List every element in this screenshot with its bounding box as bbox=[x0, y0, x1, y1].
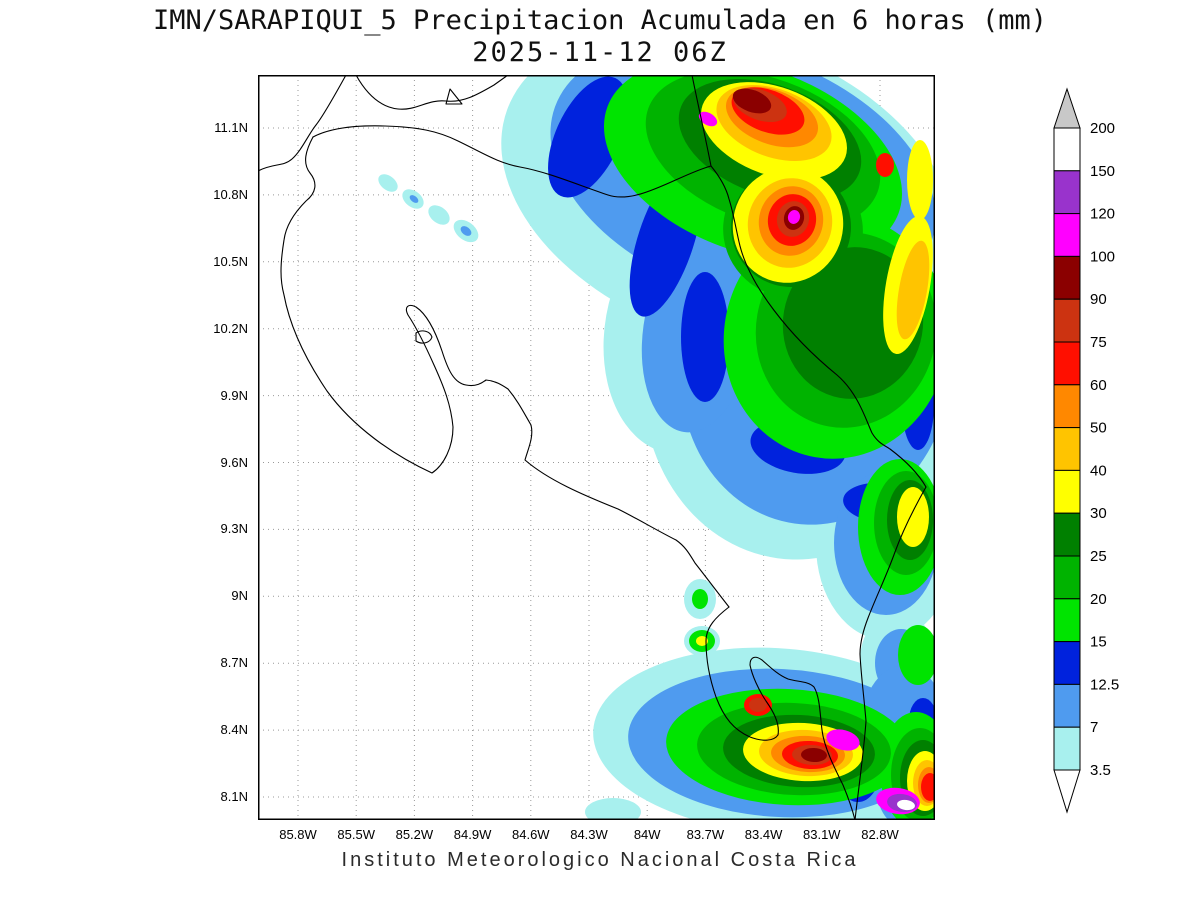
coastline bbox=[280, 136, 730, 608]
lat-tick-label: 8.4N bbox=[220, 722, 248, 738]
lat-tick-label: 9.3N bbox=[220, 521, 248, 537]
precip-region bbox=[460, 226, 472, 236]
colorbar-segment bbox=[1053, 555, 1081, 600]
colorbar-tick-label: 150 bbox=[1090, 163, 1115, 180]
coastline bbox=[705, 606, 856, 820]
precip-region bbox=[692, 589, 708, 609]
precip-region bbox=[897, 487, 929, 547]
colorbar-tick-label: 75 bbox=[1090, 334, 1107, 351]
colorbar-segment bbox=[1053, 298, 1081, 343]
lat-tick-label: 10.5N bbox=[213, 253, 248, 269]
precip-region bbox=[787, 210, 801, 224]
colorbar-segment bbox=[1053, 255, 1081, 300]
colorbar-segment bbox=[1053, 427, 1081, 471]
precip-region bbox=[681, 272, 729, 402]
precip-region bbox=[921, 773, 935, 801]
colorbar-arrow-up-icon bbox=[1053, 87, 1081, 129]
colorbar-segment bbox=[1053, 598, 1081, 643]
coastline bbox=[445, 88, 463, 105]
colorbar-segment bbox=[1053, 127, 1081, 172]
coastline bbox=[312, 125, 712, 198]
colorbar-tick-label: 12.5 bbox=[1090, 676, 1119, 693]
lat-tick-label: 8.1N bbox=[220, 789, 248, 804]
colorbar-segment bbox=[1053, 683, 1081, 728]
lat-tick-label: 8.7N bbox=[220, 655, 248, 671]
precip-region bbox=[378, 174, 398, 192]
colorbar-tick-label: 120 bbox=[1090, 206, 1115, 223]
coastline bbox=[691, 75, 712, 167]
colorbar-tick-label: 15 bbox=[1090, 634, 1107, 651]
lon-tick-label: 85.2W bbox=[395, 827, 434, 842]
colorbar: 200 150 120 100 90 75 60 50 40 30 25 20 15 12.5 7 3.5 bbox=[1053, 87, 1119, 814]
precip-region bbox=[897, 799, 915, 811]
lon-tick-label: 83.1W bbox=[803, 827, 841, 842]
precip-region bbox=[896, 240, 930, 340]
lon-tick-label: 82.8W bbox=[861, 827, 899, 842]
colorbar-segment bbox=[1053, 726, 1081, 771]
coastline bbox=[258, 75, 347, 172]
precip-region bbox=[749, 698, 767, 712]
colorbar-tick-label: 3.5 bbox=[1090, 762, 1111, 779]
valid-time: 2025-11-12 06Z bbox=[472, 37, 728, 68]
chart-title: IMN/SARAPIQUI_5 Precipitacion Acumulada … bbox=[152, 5, 1048, 36]
colorbar-tick-label: 50 bbox=[1090, 420, 1107, 437]
precip-region bbox=[801, 747, 827, 763]
colorbar-tick-label: 7 bbox=[1090, 719, 1098, 736]
coastline bbox=[710, 165, 927, 488]
precip-region bbox=[428, 205, 450, 225]
lat-tick-label: 9N bbox=[231, 588, 248, 604]
colorbar-arrow-down-icon bbox=[1053, 769, 1081, 814]
lon-tick-label: 85.5W bbox=[337, 827, 375, 842]
colorbar-tick-label: 60 bbox=[1090, 377, 1107, 394]
coastline bbox=[355, 75, 509, 110]
colorbar-segment bbox=[1053, 341, 1081, 386]
lat-tick-label: 9.9N bbox=[220, 387, 248, 403]
precipitation-map bbox=[258, 75, 935, 820]
lat-tick-label: 9.6N bbox=[220, 454, 248, 470]
precip-region bbox=[907, 140, 933, 220]
coastline bbox=[854, 486, 927, 820]
colorbar-tick-label: 25 bbox=[1090, 548, 1107, 565]
lat-tick-label: 11.1N bbox=[214, 120, 248, 135]
precip-region bbox=[585, 798, 641, 820]
lon-tick-label: 83.4W bbox=[744, 827, 783, 842]
precip-region bbox=[696, 636, 708, 646]
colorbar-segment bbox=[1053, 512, 1081, 557]
map-frame bbox=[258, 75, 935, 820]
lon-tick-label: 83.7W bbox=[686, 827, 725, 842]
precip-region bbox=[409, 195, 419, 203]
colorbar-segment bbox=[1053, 170, 1081, 215]
lon-tick-label: 84.9W bbox=[453, 827, 492, 842]
colorbar-tick-label: 100 bbox=[1090, 248, 1115, 265]
precip-region bbox=[698, 111, 718, 127]
colorbar-tick-label: 20 bbox=[1090, 591, 1107, 608]
precip-region bbox=[898, 625, 935, 685]
coastline bbox=[415, 330, 433, 344]
lat-tick-label: 10.8N bbox=[213, 186, 248, 202]
precip-region bbox=[732, 88, 772, 114]
lat-tick-label: 10.2N bbox=[213, 320, 248, 336]
footer-caption: Instituto Meteorologico Nacional Costa R… bbox=[341, 849, 859, 871]
lon-tick-label: 84.3W bbox=[570, 827, 608, 842]
lon-tick-label: 84.6W bbox=[512, 827, 550, 842]
colorbar-tick-label: 90 bbox=[1090, 291, 1107, 308]
colorbar-segment bbox=[1053, 384, 1081, 429]
colorbar-tick-label: 30 bbox=[1090, 505, 1107, 522]
precip-region bbox=[876, 153, 894, 177]
precip-region bbox=[826, 729, 860, 751]
lon-tick-label: 85.8W bbox=[279, 827, 317, 842]
colorbar-segment bbox=[1053, 641, 1081, 685]
lon-tick-label: 84W bbox=[633, 827, 661, 842]
colorbar-segment bbox=[1053, 469, 1081, 514]
colorbar-segment bbox=[1053, 213, 1081, 257]
colorbar-tick-label: 200 bbox=[1090, 120, 1115, 137]
colorbar-tick-label: 40 bbox=[1090, 462, 1107, 479]
